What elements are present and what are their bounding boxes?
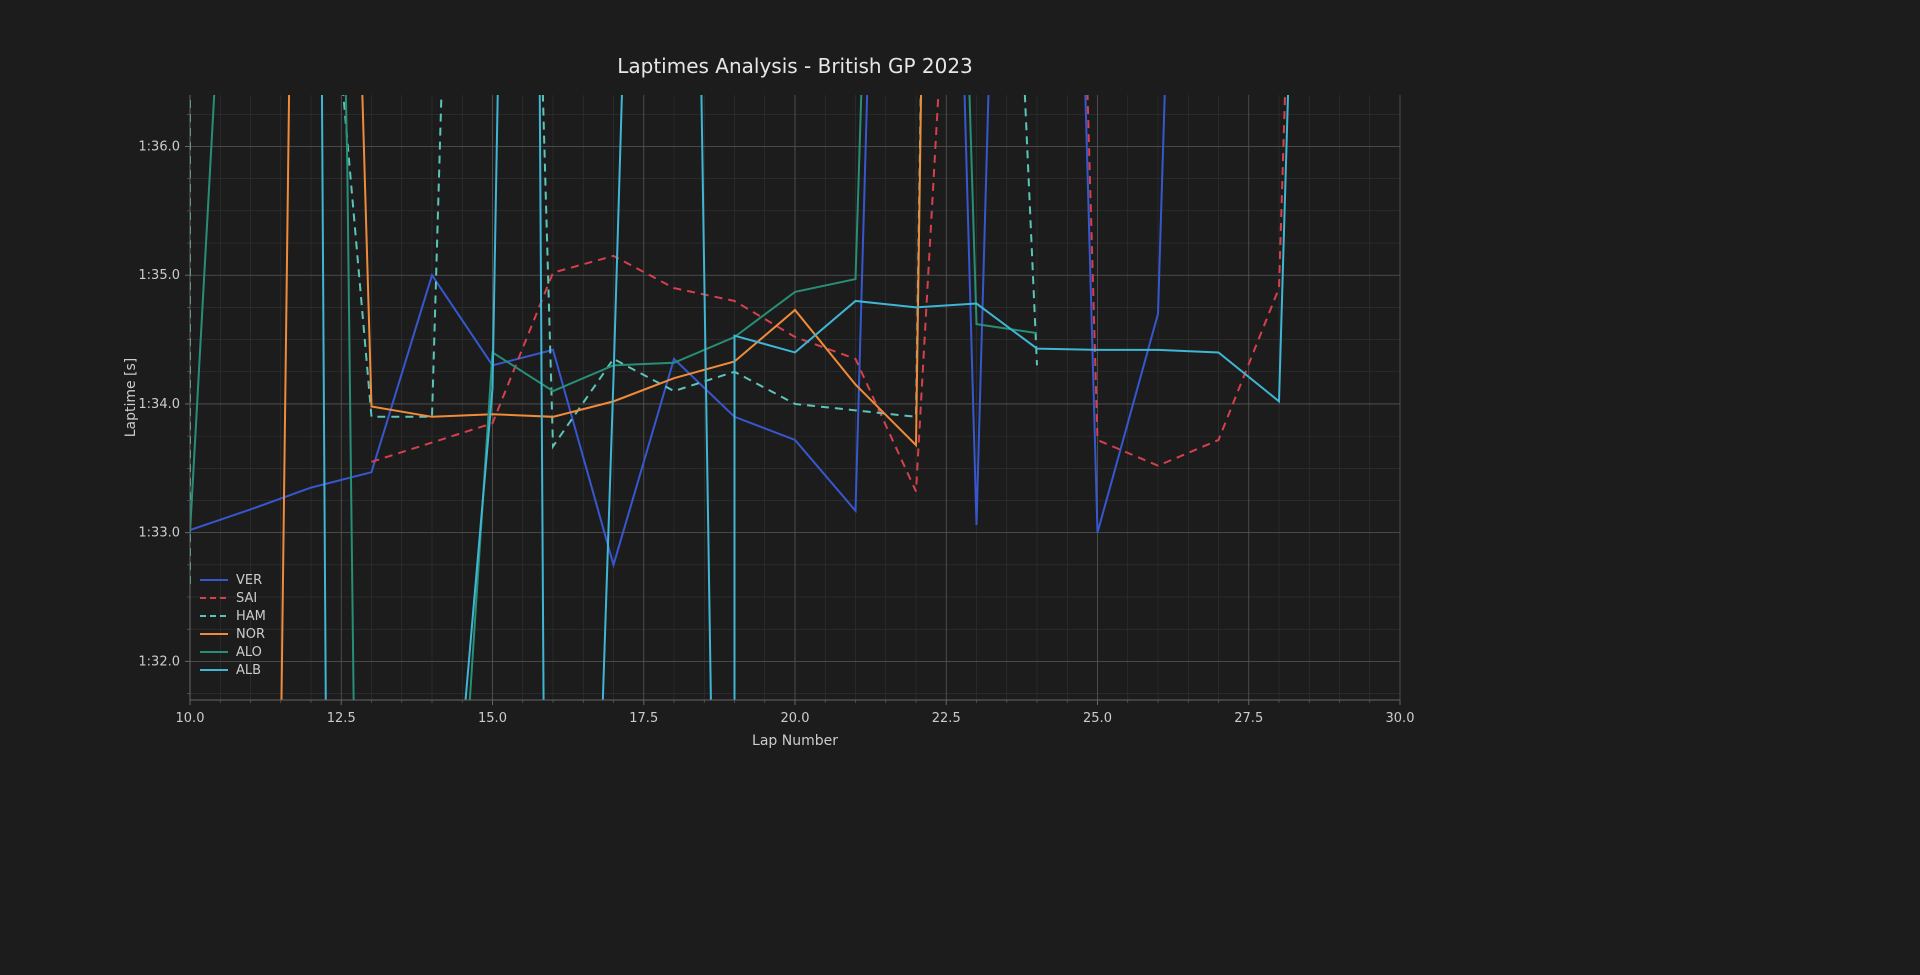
legend-label-nor: NOR xyxy=(236,627,265,642)
legend-label-alo: ALO xyxy=(236,645,262,660)
laptimes-chart: Laptimes Analysis - British GP 2023 10.0 1… xyxy=(0,0,1920,975)
y-tick-label: 1:33.0 xyxy=(138,526,180,541)
legend-label-sai: SAI xyxy=(236,591,257,606)
x-tick-label: 27.5 xyxy=(1234,711,1263,726)
y-tick-label: 1:34.0 xyxy=(138,397,180,412)
y-axis-label: Laptime [s] xyxy=(123,358,139,438)
x-tick-label: 30.0 xyxy=(1386,711,1415,726)
x-tick-label: 10.0 xyxy=(176,711,205,726)
legend-label-ham: HAM xyxy=(236,609,266,624)
x-tick-label: 25.0 xyxy=(1083,711,1112,726)
x-axis-label: Lap Number xyxy=(752,733,838,749)
x-tick-label: 15.0 xyxy=(478,711,507,726)
x-tick-label: 20.0 xyxy=(781,711,810,726)
chart-title: Laptimes Analysis - British GP 2023 xyxy=(617,54,973,78)
legend-label-ver: VER xyxy=(236,573,262,588)
y-tick-label: 1:36.0 xyxy=(138,139,180,154)
x-tick-label: 17.5 xyxy=(629,711,658,726)
legend-label-alb: ALB xyxy=(236,663,261,678)
chart-container: Laptimes Analysis - British GP 2023 10.0 1… xyxy=(0,0,1920,975)
y-tick-label: 1:35.0 xyxy=(138,268,180,283)
x-tick-label: 12.5 xyxy=(327,711,356,726)
x-tick-label: 22.5 xyxy=(932,711,961,726)
y-tick-label: 1:32.0 xyxy=(138,654,180,669)
